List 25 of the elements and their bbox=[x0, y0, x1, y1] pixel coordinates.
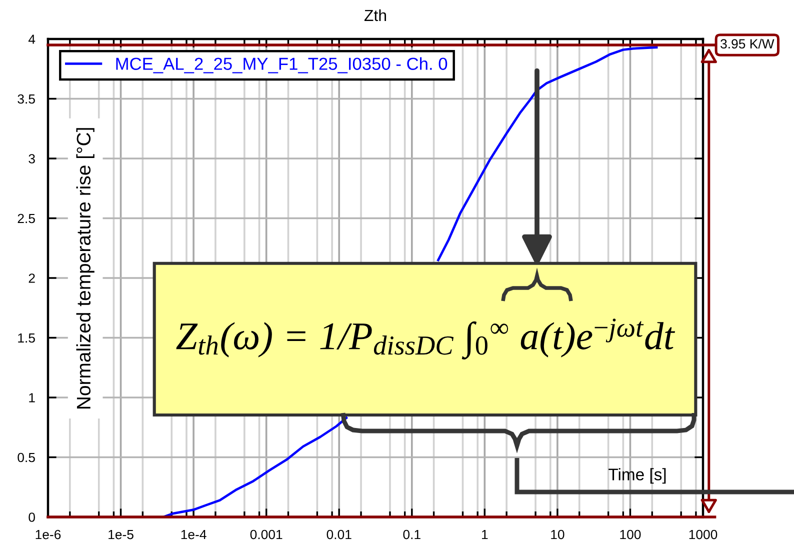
y-tick-label: 1 bbox=[29, 393, 35, 402]
y-tick-label: 2 bbox=[28, 274, 35, 283]
x-tick-label: 1e-6 bbox=[36, 530, 61, 540]
legend-label: MCE_AL_2_25_MY_F1_T25_I0350 - Ch. 0 bbox=[116, 57, 448, 74]
text: Z$_{th}$(ω) = 1/P$_{dissDC}$ ∫$_{0}$$^{∞}$ a(t)e$^{−jωt}$dt bbox=[176, 318, 676, 360]
y-tick-label: 4 bbox=[28, 34, 36, 44]
y-axis-title: Normalized temperature rise [°C] bbox=[76, 128, 94, 408]
chart-title: Zth bbox=[364, 9, 386, 22]
x-tick-label: 0.01 bbox=[326, 530, 352, 540]
x-tick-label: 0.1 bbox=[403, 530, 420, 540]
x-tick-label: 1000 bbox=[689, 530, 718, 540]
x-tick-label: 1e-5 bbox=[108, 530, 134, 540]
x-axis-title: Time [s] bbox=[608, 468, 666, 484]
x-tick-label: 10 bbox=[551, 530, 564, 540]
ref-line-label: 3.95 K/W bbox=[720, 38, 774, 49]
x-tick-label: 1 bbox=[482, 530, 488, 540]
y-tick-label: 3 bbox=[28, 154, 35, 164]
y-tick-label: 2.5 bbox=[18, 214, 35, 224]
x-tick-label: 100 bbox=[620, 530, 641, 540]
y-tick-label: 3.5 bbox=[18, 94, 35, 104]
x-tick-label: 0.001 bbox=[250, 530, 282, 540]
y-tick-label: 1.5 bbox=[18, 333, 35, 343]
y-tick-label: 0 bbox=[28, 512, 35, 522]
y-tick-label: 0.5 bbox=[18, 452, 35, 462]
x-tick-label: 1e-4 bbox=[181, 530, 206, 540]
